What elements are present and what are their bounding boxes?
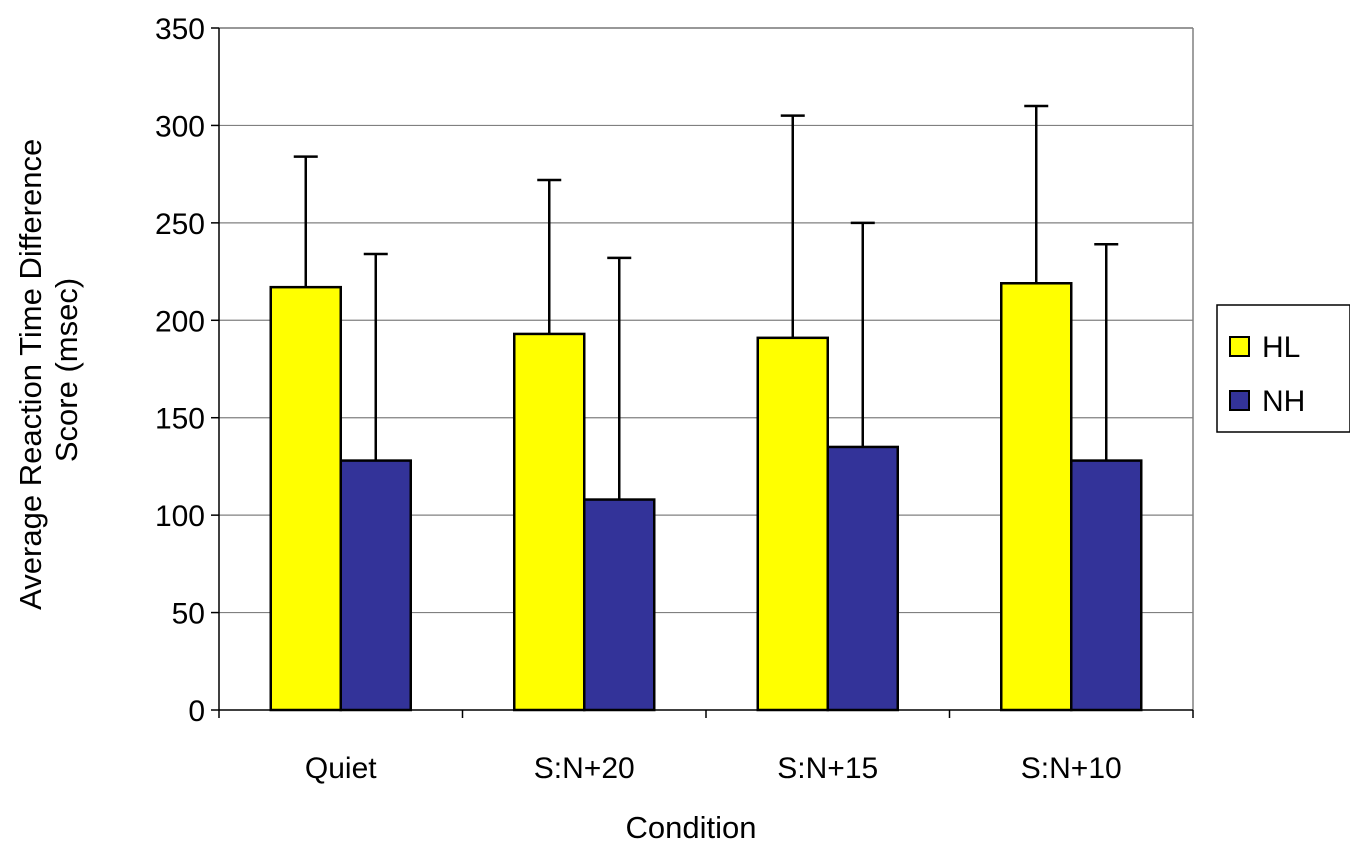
bar-nh (828, 447, 898, 710)
y-axis-title: Average Reaction Time Difference Score (… (13, 130, 84, 610)
x-tick-label: S:N+10 (1021, 752, 1122, 785)
x-tick-labels: Quiet S:N+20 S:N+15 S:N+10 (305, 752, 1122, 785)
error-bars (294, 106, 1119, 500)
y-tick-labels: 0 50 100 150 200 250 300 350 (155, 13, 205, 728)
bar-nh (584, 500, 654, 710)
x-axis-title: Condition (626, 810, 757, 845)
legend-label-hl: HL (1262, 331, 1300, 364)
y-tick-label: 250 (155, 208, 205, 241)
y-tick-label: 0 (188, 695, 205, 728)
x-tick-label: Quiet (305, 752, 377, 785)
bar-hl (271, 287, 341, 710)
x-tick-label: S:N+20 (534, 752, 635, 785)
bar-nh (1071, 461, 1141, 710)
legend-swatch-hl (1230, 337, 1249, 356)
legend-swatch-nh (1230, 391, 1249, 410)
bars (271, 283, 1142, 710)
bar-hl (514, 334, 584, 710)
y-tick-label: 150 (155, 403, 205, 436)
y-tick-label: 300 (155, 110, 205, 143)
y-axis-title-line-2: Score (msec) (49, 278, 84, 462)
x-tick-label: S:N+15 (777, 752, 878, 785)
bar-hl (1001, 283, 1071, 710)
y-tick-label: 350 (155, 13, 205, 46)
legend: HL NH (1217, 305, 1350, 432)
bar-hl (758, 338, 828, 710)
legend-label-nh: NH (1262, 385, 1305, 418)
y-tick-label: 100 (155, 500, 205, 533)
y-tick-label: 50 (172, 598, 205, 631)
y-axis-title-line-1: Average Reaction Time Difference (13, 139, 48, 610)
bar-nh (341, 461, 411, 710)
y-tick-label: 200 (155, 305, 205, 338)
